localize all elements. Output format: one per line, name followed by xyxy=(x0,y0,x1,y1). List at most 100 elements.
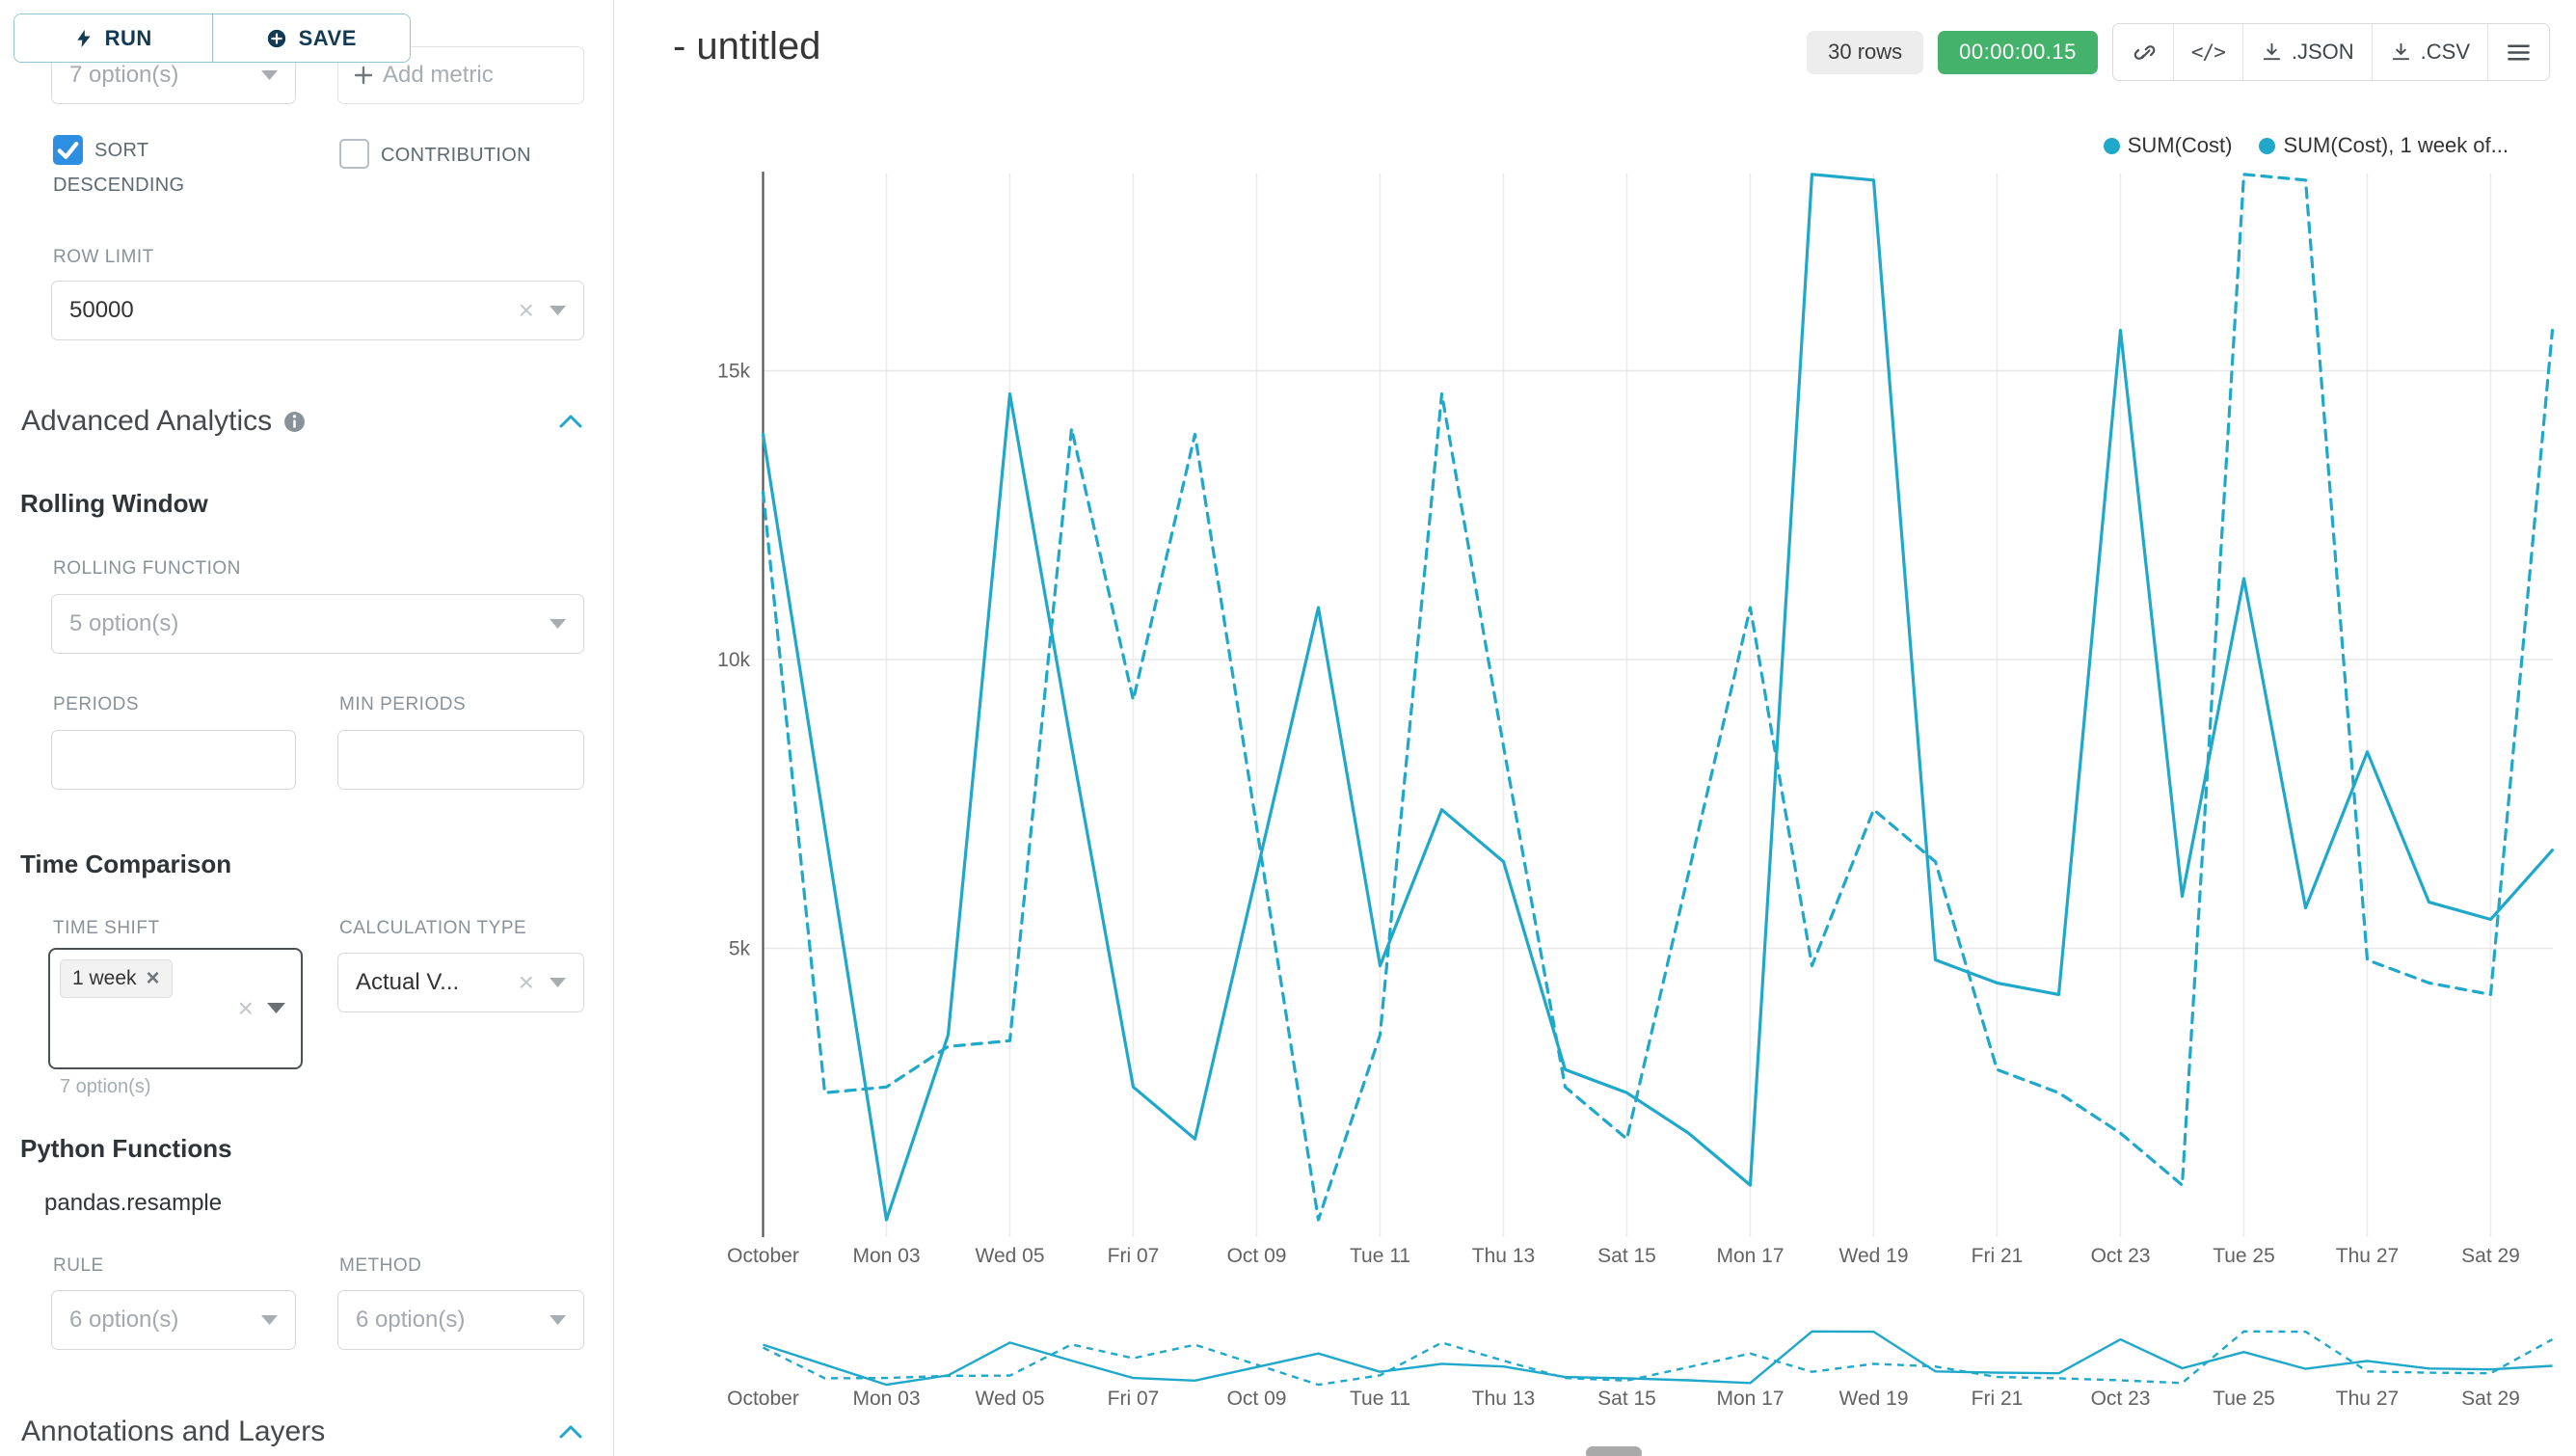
svg-text:10k: 10k xyxy=(717,649,750,671)
row-limit-select[interactable]: 50000 × xyxy=(51,281,584,340)
code-icon: </> xyxy=(2190,40,2226,64)
sort-descending-checkbox[interactable] xyxy=(53,135,83,165)
export-json-label: .JSON xyxy=(2291,40,2354,64)
svg-text:Thu 27: Thu 27 xyxy=(2336,1388,2399,1410)
add-metric-label: Add metric xyxy=(383,62,494,88)
time-shift-label: TIME SHIFT xyxy=(53,918,160,938)
svg-text:October: October xyxy=(727,1388,799,1410)
svg-text:Wed 19: Wed 19 xyxy=(1839,1388,1909,1410)
python-functions-title: Python Functions xyxy=(20,1134,232,1163)
annotations-header[interactable]: Annotations and Layers xyxy=(21,1416,584,1448)
legend-item-sum-cost-offset[interactable]: SUM(Cost), 1 week of... xyxy=(2259,133,2509,158)
svg-text:Oct 09: Oct 09 xyxy=(1227,1245,1287,1267)
time-shift-multiselect[interactable]: 1 week × × xyxy=(48,948,303,1069)
annotations-title: Annotations and Layers xyxy=(21,1416,326,1447)
export-json-button[interactable]: .JSON xyxy=(2241,24,2372,80)
svg-text:Wed 19: Wed 19 xyxy=(1839,1245,1909,1267)
method-select[interactable]: 6 option(s) xyxy=(337,1290,584,1350)
more-options-button[interactable] xyxy=(2487,24,2549,80)
run-button[interactable]: RUN xyxy=(14,14,212,62)
copy-link-button[interactable] xyxy=(2113,24,2173,80)
link-icon xyxy=(2133,45,2156,60)
chevron-down-icon xyxy=(267,1003,285,1013)
lightning-icon xyxy=(76,29,91,47)
row-count-badge: 30 rows xyxy=(1807,30,1924,74)
timeseries-line-chart[interactable]: 5k 10k 15k October October Mon 03 Mon 03 Wed 05… xyxy=(615,0,2576,1456)
rule-value: 6 option(s) xyxy=(69,1307,179,1333)
rolling-window-title: Rolling Window xyxy=(20,489,208,518)
svg-text:Tue 11: Tue 11 xyxy=(1350,1388,1410,1410)
chevron-down-icon xyxy=(550,1314,566,1325)
page-title: - untitled xyxy=(673,25,821,67)
legend-item-sum-cost[interactable]: SUM(Cost) xyxy=(2103,133,2233,158)
chevron-down-icon xyxy=(550,618,566,629)
calculation-type-value: Actual V... xyxy=(356,969,460,995)
row-limit-value: 50000 xyxy=(69,297,134,323)
chart-legend: SUM(Cost) SUM(Cost), 1 week of... xyxy=(2103,133,2509,158)
download-icon xyxy=(2392,42,2409,60)
svg-text:Oct 23: Oct 23 xyxy=(2091,1388,2151,1410)
min-periods-label: MIN PERIODS xyxy=(339,694,467,715)
download-icon xyxy=(2263,42,2280,60)
svg-text:Oct 09: Oct 09 xyxy=(1227,1388,1287,1410)
info-icon[interactable] xyxy=(283,411,306,433)
rule-label: RULE xyxy=(53,1255,104,1276)
rolling-function-label: ROLLING FUNCTION xyxy=(53,558,241,579)
series-dot-icon xyxy=(2259,137,2276,154)
chevron-down-icon xyxy=(550,977,566,987)
time-shift-tag-label: 1 week xyxy=(72,967,137,989)
chevron-down-icon xyxy=(261,69,278,80)
time-shift-tag: 1 week × xyxy=(60,959,173,998)
svg-text:Fri 21: Fri 21 xyxy=(1972,1245,2024,1267)
sort-descending-control: SORT DESCENDING xyxy=(53,133,222,202)
svg-text:Thu 27: Thu 27 xyxy=(2336,1245,2399,1267)
periods-input[interactable] xyxy=(51,730,296,790)
svg-text:Sat 15: Sat 15 xyxy=(1597,1245,1656,1267)
calculation-type-select[interactable]: Actual V... × xyxy=(337,953,584,1012)
svg-text:Tue 11: Tue 11 xyxy=(1350,1245,1410,1267)
chevron-up-icon[interactable] xyxy=(557,412,584,431)
export-csv-button[interactable]: .CSV xyxy=(2371,24,2487,80)
advanced-analytics-header[interactable]: Advanced Analytics xyxy=(21,405,584,438)
time-shift-helper: 7 option(s) xyxy=(60,1076,151,1097)
contribution-label: CONTRIBUTION xyxy=(381,145,531,166)
contribution-control: CONTRIBUTION xyxy=(339,138,590,173)
svg-text:Tue 25: Tue 25 xyxy=(2213,1388,2275,1410)
svg-text:Wed 05: Wed 05 xyxy=(976,1245,1045,1267)
remove-tag-icon[interactable]: × xyxy=(146,965,160,991)
svg-text:Sat 29: Sat 29 xyxy=(2461,1388,2520,1410)
run-label: RUN xyxy=(104,25,152,50)
clear-icon[interactable]: × xyxy=(237,993,254,1023)
clear-icon[interactable]: × xyxy=(518,295,534,325)
metric-select-value: 7 option(s) xyxy=(69,62,179,88)
clear-icon[interactable]: × xyxy=(518,967,534,997)
svg-text:Sat 15: Sat 15 xyxy=(1597,1388,1656,1410)
rolling-function-select[interactable]: 5 option(s) xyxy=(51,594,584,654)
svg-text:Mon 03: Mon 03 xyxy=(852,1245,920,1267)
sort-descending-label: SORT DESCENDING xyxy=(53,140,185,196)
save-button[interactable]: SAVE xyxy=(211,14,410,62)
svg-text:Thu 13: Thu 13 xyxy=(1472,1388,1535,1410)
svg-text:October: October xyxy=(727,1245,799,1267)
svg-text:Sat 29: Sat 29 xyxy=(2461,1245,2520,1267)
svg-text:15k: 15k xyxy=(717,361,750,383)
svg-text:Tue 25: Tue 25 xyxy=(2213,1245,2275,1267)
svg-text:Thu 13: Thu 13 xyxy=(1472,1245,1535,1267)
chevron-up-icon[interactable] xyxy=(557,1422,584,1442)
svg-text:Mon 03: Mon 03 xyxy=(852,1388,920,1410)
contribution-checkbox[interactable] xyxy=(339,139,369,169)
control-panel: RUN SAVE 7 option(s) Add metric SORT DES… xyxy=(0,0,614,1456)
svg-text:Fri 07: Fri 07 xyxy=(1108,1388,1160,1410)
query-timer-badge: 00:00:00.15 xyxy=(1938,30,2098,74)
svg-text:Oct 23: Oct 23 xyxy=(2091,1245,2151,1267)
svg-text:Wed 05: Wed 05 xyxy=(976,1388,1045,1410)
embed-code-button[interactable]: </> xyxy=(2172,24,2242,80)
min-periods-input[interactable] xyxy=(337,730,584,790)
row-limit-label: ROW LIMIT xyxy=(53,247,154,267)
rolling-function-value: 5 option(s) xyxy=(69,610,179,636)
svg-text:5k: 5k xyxy=(729,938,751,960)
legend-label: SUM(Cost) xyxy=(2127,133,2233,157)
rule-select[interactable]: 6 option(s) xyxy=(51,1290,296,1350)
series-dot-icon xyxy=(2103,137,2120,154)
time-comparison-title: Time Comparison xyxy=(20,849,232,878)
